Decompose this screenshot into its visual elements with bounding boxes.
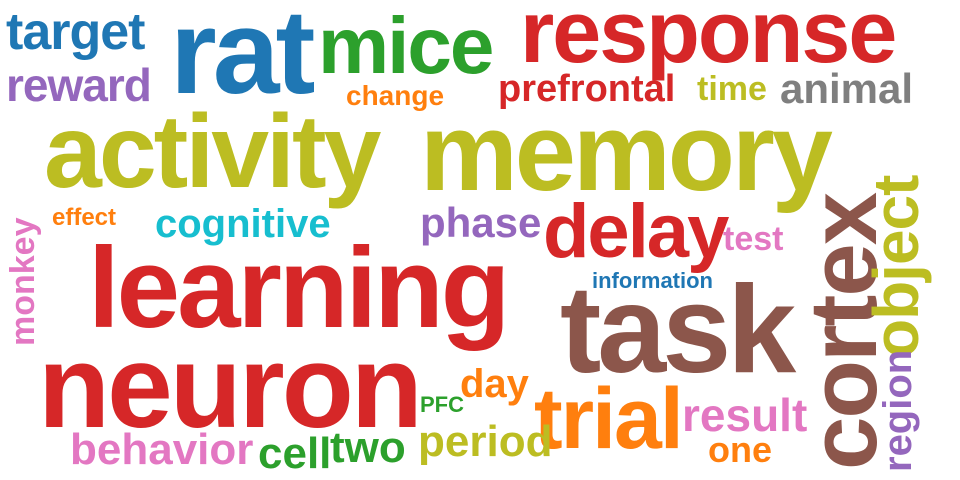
word-period: period <box>418 417 553 466</box>
word-two: two <box>330 423 406 472</box>
word-time: time <box>697 70 767 108</box>
word-memory: memory <box>420 91 833 214</box>
word-trial: trial <box>534 371 684 467</box>
word-region: region <box>876 349 920 472</box>
word-result: result <box>682 389 808 441</box>
word-test: test <box>723 220 784 258</box>
word-learning: learning <box>88 225 510 352</box>
word-effect: effect <box>52 204 117 231</box>
word-cognitive: cognitive <box>155 202 331 246</box>
word-cell: cell <box>258 429 332 478</box>
word-response: response <box>520 0 897 81</box>
word-task: task <box>560 261 796 399</box>
word-information: information <box>592 268 713 293</box>
word-reward: reward <box>6 59 152 111</box>
word-monkey: monkey <box>4 217 42 347</box>
word-mice: mice <box>318 1 494 90</box>
word-behavior: behavior <box>70 425 254 474</box>
word-delay: delay <box>543 189 729 274</box>
word-rat: rat <box>170 0 315 119</box>
word-phase: phase <box>420 199 542 246</box>
word-pfc: PFC <box>420 392 464 417</box>
word-target: target <box>6 3 145 61</box>
word-one: one <box>708 429 773 470</box>
word-day: day <box>460 362 529 406</box>
word-change: change <box>346 80 445 111</box>
word-animal: animal <box>780 65 914 112</box>
word-neuron: neuron <box>38 321 423 453</box>
word-prefrontal: prefrontal <box>498 68 676 110</box>
word-object: object <box>860 175 932 358</box>
word-activity: activity <box>44 94 381 210</box>
